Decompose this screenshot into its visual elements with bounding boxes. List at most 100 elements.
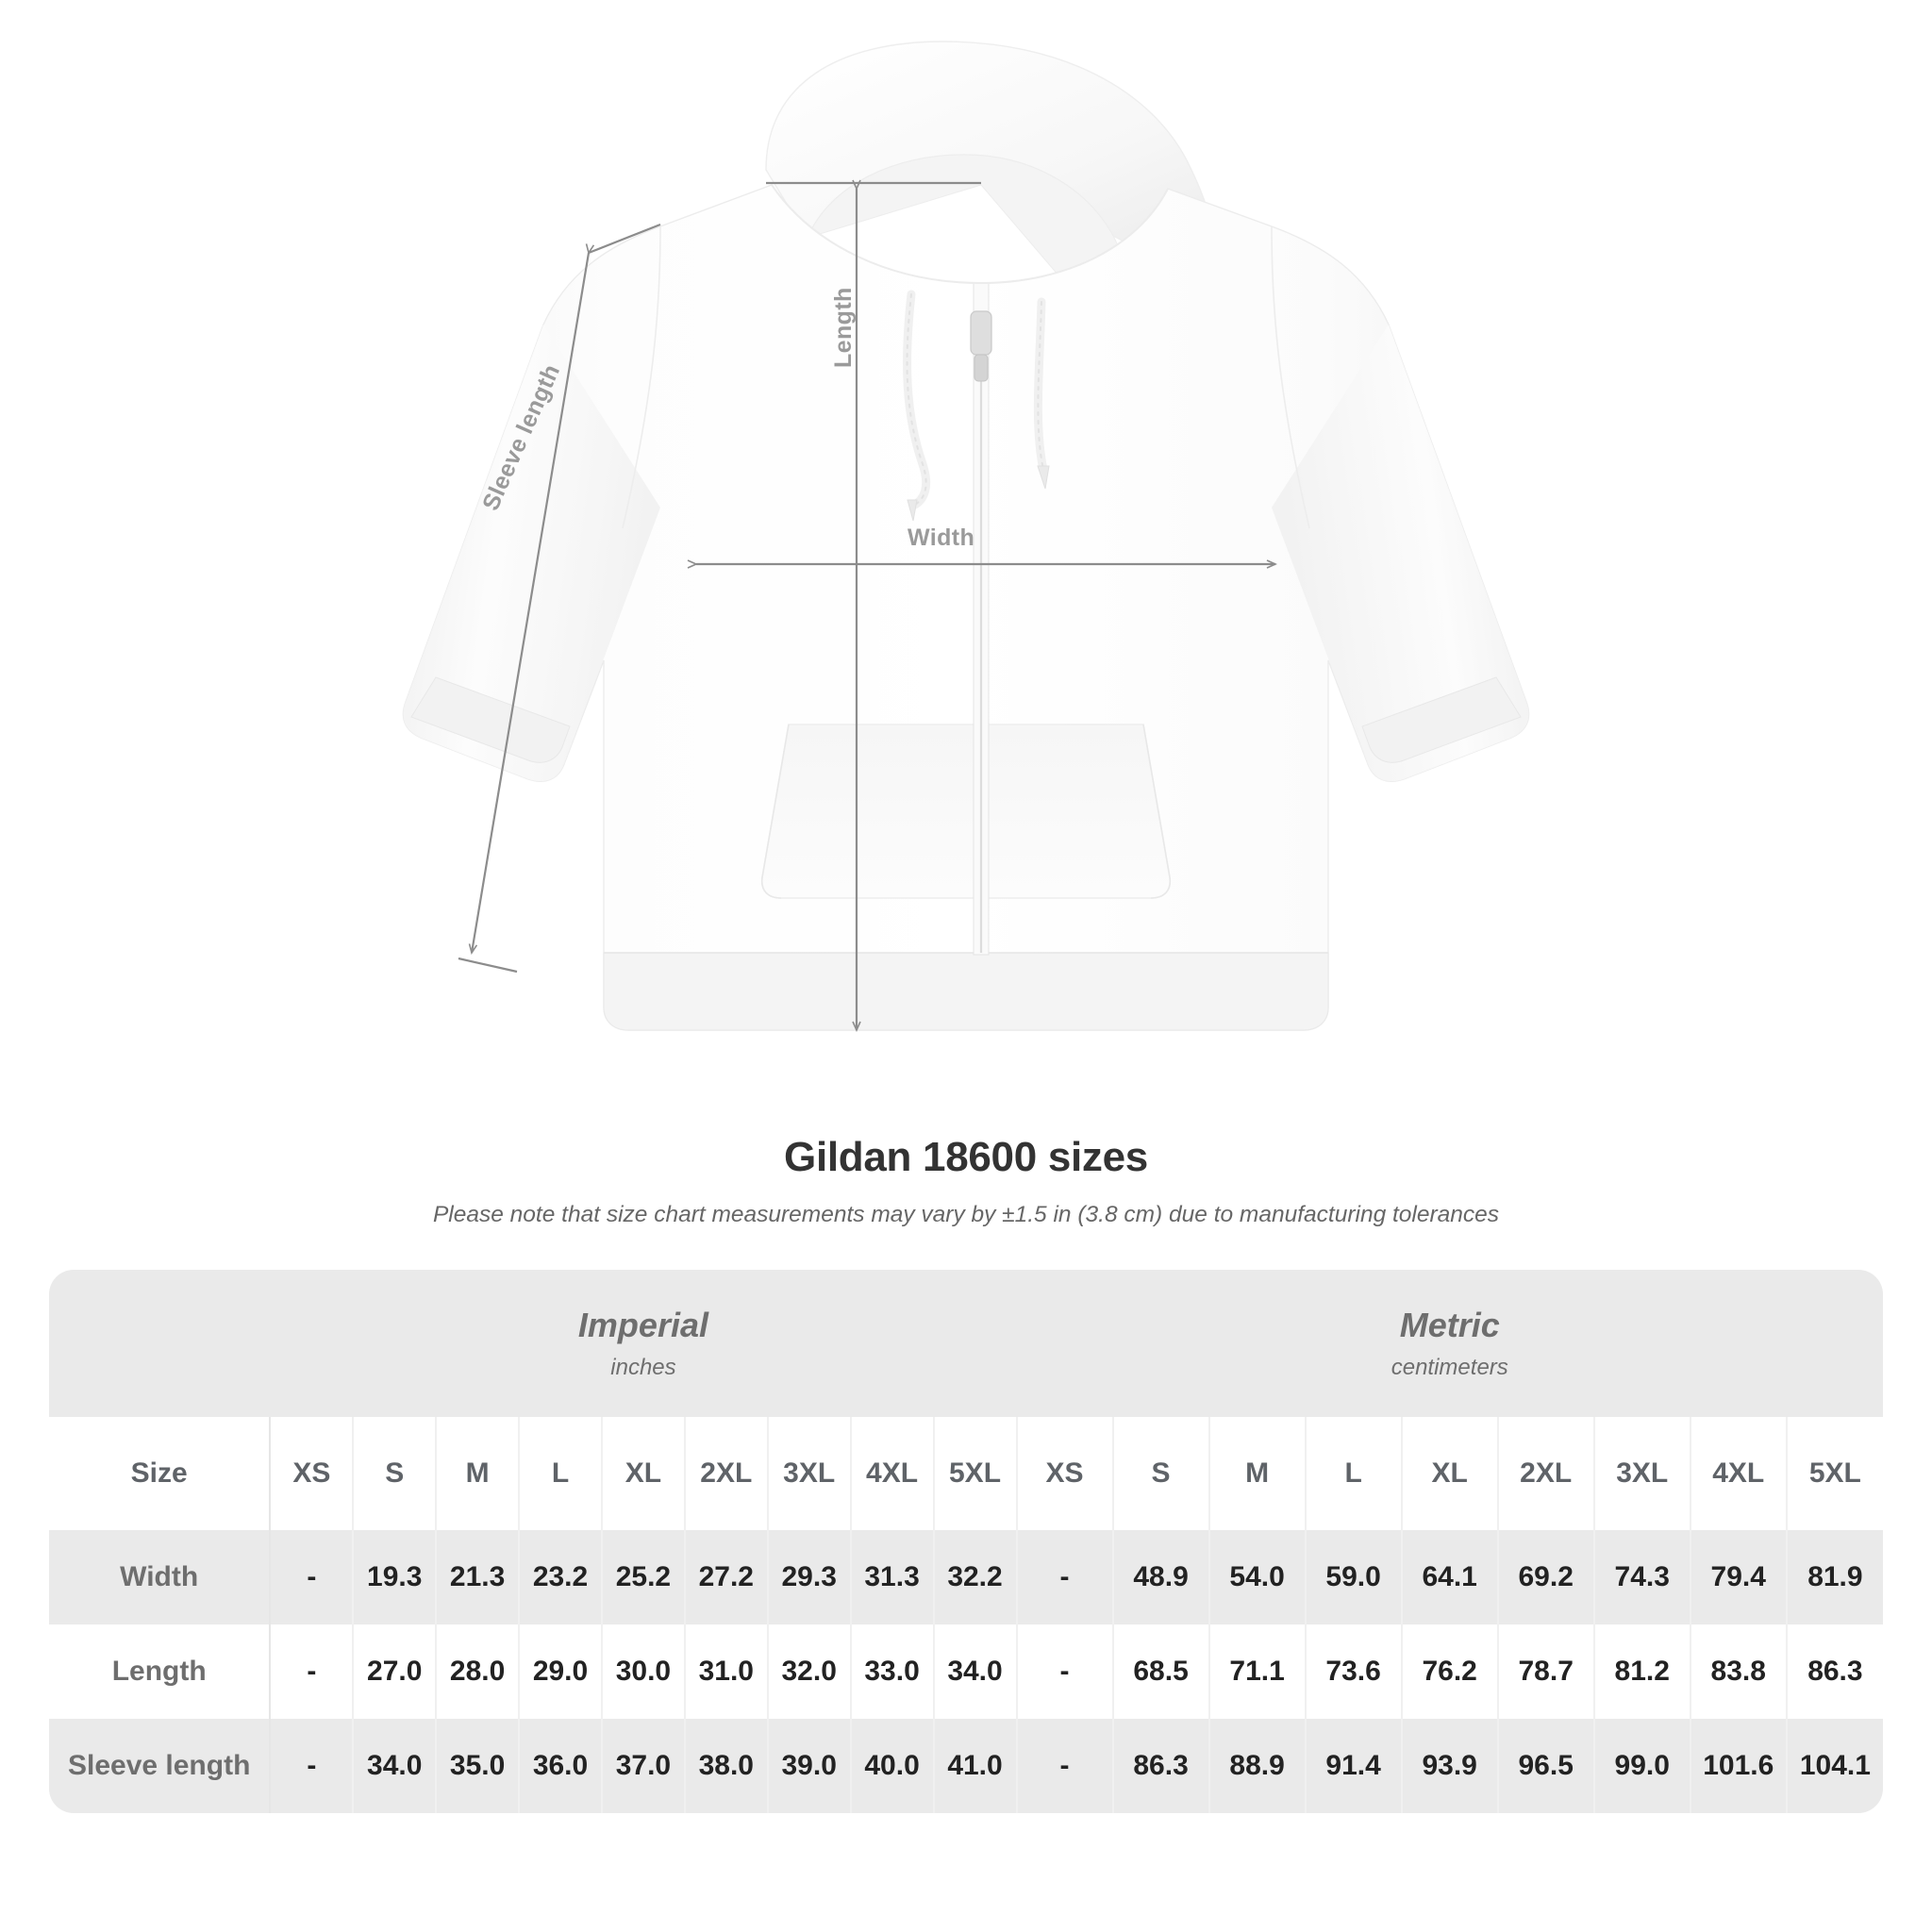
cell-length-imp-m: 28.0	[436, 1624, 521, 1719]
cell-length-imp-5xl: 34.0	[933, 1624, 1018, 1719]
size-header-imperial-xl: XL	[601, 1417, 686, 1530]
cell-sleeve-imp-xl: 37.0	[601, 1719, 686, 1813]
unit-header-imperial: Imperial inches	[270, 1270, 1017, 1417]
cell-length-imp-xl: 30.0	[601, 1624, 686, 1719]
cell-width-met-3xl: 74.3	[1593, 1530, 1691, 1624]
cell-length-met-5xl: 86.3	[1786, 1624, 1883, 1719]
unit-header-spacer	[49, 1270, 271, 1417]
cell-length-met-l: 73.6	[1305, 1624, 1403, 1719]
cell-width-met-xs: -	[1015, 1530, 1114, 1624]
size-header-imperial-5xl: 5XL	[933, 1417, 1018, 1530]
size-header-imperial-2xl: 2XL	[684, 1417, 769, 1530]
cell-sleeve-met-4xl: 101.6	[1690, 1719, 1788, 1813]
cell-length-met-xl: 76.2	[1401, 1624, 1499, 1719]
cell-sleeve-met-5xl: 104.1	[1786, 1719, 1883, 1813]
unit-sub-metric: centimeters	[1391, 1355, 1508, 1380]
row-label-length: Length	[49, 1624, 272, 1719]
cell-width-imp-2xl: 27.2	[684, 1530, 769, 1624]
unit-header-metric: Metric centimeters	[1016, 1270, 1883, 1417]
cell-sleeve-met-m: 88.9	[1208, 1719, 1307, 1813]
cell-sleeve-imp-4xl: 40.0	[850, 1719, 935, 1813]
cell-width-met-4xl: 79.4	[1690, 1530, 1788, 1624]
hoodie-garment	[402, 41, 1530, 1031]
cell-length-imp-3xl: 32.0	[767, 1624, 852, 1719]
cell-length-met-3xl: 81.2	[1593, 1624, 1691, 1719]
size-header-metric-3xl: 3XL	[1593, 1417, 1691, 1530]
cell-sleeve-met-l: 91.4	[1305, 1719, 1403, 1813]
cell-length-imp-s: 27.0	[353, 1624, 438, 1719]
cell-sleeve-imp-s: 34.0	[353, 1719, 438, 1813]
cell-width-imp-3xl: 29.3	[767, 1530, 852, 1624]
cell-length-imp-l: 29.0	[519, 1624, 603, 1719]
table-row-sleeve-length: Sleeve length - 34.0 35.0 36.0 37.0 38.0…	[49, 1719, 1883, 1813]
cell-sleeve-imp-l: 36.0	[519, 1719, 603, 1813]
size-header-imperial-s: S	[353, 1417, 438, 1530]
cell-length-imp-xs: -	[270, 1624, 355, 1719]
size-header-metric-l: L	[1305, 1417, 1403, 1530]
length-dimension-label: Length	[830, 287, 857, 368]
cell-sleeve-met-2xl: 96.5	[1497, 1719, 1595, 1813]
size-table: Imperial inches Metric centimeters Size …	[49, 1270, 1883, 1813]
size-header-label: Size	[49, 1417, 272, 1530]
unit-sub-imperial: inches	[610, 1355, 676, 1380]
unit-name-imperial: Imperial	[577, 1306, 708, 1344]
cell-sleeve-imp-2xl: 38.0	[684, 1719, 769, 1813]
size-header-metric-2xl: 2XL	[1497, 1417, 1595, 1530]
cell-length-met-s: 68.5	[1112, 1624, 1210, 1719]
size-header-imperial-l: L	[519, 1417, 603, 1530]
cell-width-imp-s: 19.3	[353, 1530, 438, 1624]
cell-sleeve-imp-3xl: 39.0	[767, 1719, 852, 1813]
size-header-metric-xs: XS	[1015, 1417, 1114, 1530]
cell-sleeve-imp-m: 35.0	[436, 1719, 521, 1813]
hoodie-diagram-svg	[402, 41, 1530, 1032]
cell-width-met-m: 54.0	[1208, 1530, 1307, 1624]
title-block: Gildan 18600 sizes Please note that size…	[0, 1123, 1932, 1228]
cell-width-met-l: 59.0	[1305, 1530, 1403, 1624]
page-title: Gildan 18600 sizes	[784, 1134, 1148, 1180]
cell-length-imp-2xl: 31.0	[684, 1624, 769, 1719]
cell-width-met-s: 48.9	[1112, 1530, 1210, 1624]
cell-width-imp-xs: -	[270, 1530, 355, 1624]
cell-width-met-xl: 64.1	[1401, 1530, 1499, 1624]
size-header-imperial-4xl: 4XL	[850, 1417, 935, 1530]
sleeve-length-dimension	[458, 223, 661, 974]
size-header-imperial-m: M	[436, 1417, 521, 1530]
length-dimension	[766, 179, 981, 1032]
cell-sleeve-met-xl: 93.9	[1401, 1719, 1499, 1813]
unit-header-row: Imperial inches Metric centimeters	[49, 1270, 1883, 1417]
zipper-pull	[970, 310, 992, 382]
size-header-metric-4xl: 4XL	[1690, 1417, 1788, 1530]
cell-width-met-5xl: 81.9	[1786, 1530, 1883, 1624]
row-label-sleeve-length: Sleeve length	[49, 1719, 272, 1813]
size-table-wrapper: Imperial inches Metric centimeters Size …	[49, 1270, 1883, 1813]
cell-sleeve-imp-5xl: 41.0	[933, 1719, 1018, 1813]
cell-length-imp-4xl: 33.0	[850, 1624, 935, 1719]
row-label-width: Width	[49, 1530, 272, 1624]
size-header-imperial-xs: XS	[270, 1417, 355, 1530]
cell-sleeve-imp-xs: -	[270, 1719, 355, 1813]
cell-sleeve-met-3xl: 99.0	[1593, 1719, 1691, 1813]
size-header-metric-m: M	[1208, 1417, 1307, 1530]
size-header-metric-xl: XL	[1401, 1417, 1499, 1530]
cell-width-imp-4xl: 31.3	[850, 1530, 935, 1624]
cell-sleeve-met-s: 86.3	[1112, 1719, 1210, 1813]
cell-length-met-4xl: 83.8	[1690, 1624, 1788, 1719]
cell-width-imp-5xl: 32.2	[933, 1530, 1018, 1624]
size-header-metric-s: S	[1112, 1417, 1210, 1530]
measurement-annotations	[458, 179, 1277, 1032]
cell-width-imp-xl: 25.2	[601, 1530, 686, 1624]
cell-width-imp-m: 21.3	[436, 1530, 521, 1624]
cell-length-met-xs: -	[1015, 1624, 1114, 1719]
product-illustration: Width Length Sleeve length	[402, 41, 1530, 1032]
size-header-row: Size XS S M L XL 2XL 3XL 4XL 5XL XS S M …	[49, 1417, 1883, 1530]
cell-width-met-2xl: 69.2	[1497, 1530, 1595, 1624]
table-row-width: Width - 19.3 21.3 23.2 25.2 27.2 29.3 31…	[49, 1530, 1883, 1624]
unit-name-metric: Metric	[1399, 1306, 1500, 1344]
tolerance-note: Please note that size chart measurements…	[432, 1202, 1500, 1227]
size-header-imperial-3xl: 3XL	[767, 1417, 852, 1530]
size-header-metric-5xl: 5XL	[1786, 1417, 1883, 1530]
cell-length-met-2xl: 78.7	[1497, 1624, 1595, 1719]
table-row-length: Length - 27.0 28.0 29.0 30.0 31.0 32.0 3…	[49, 1624, 1883, 1719]
width-dimension-label: Width	[908, 525, 975, 551]
